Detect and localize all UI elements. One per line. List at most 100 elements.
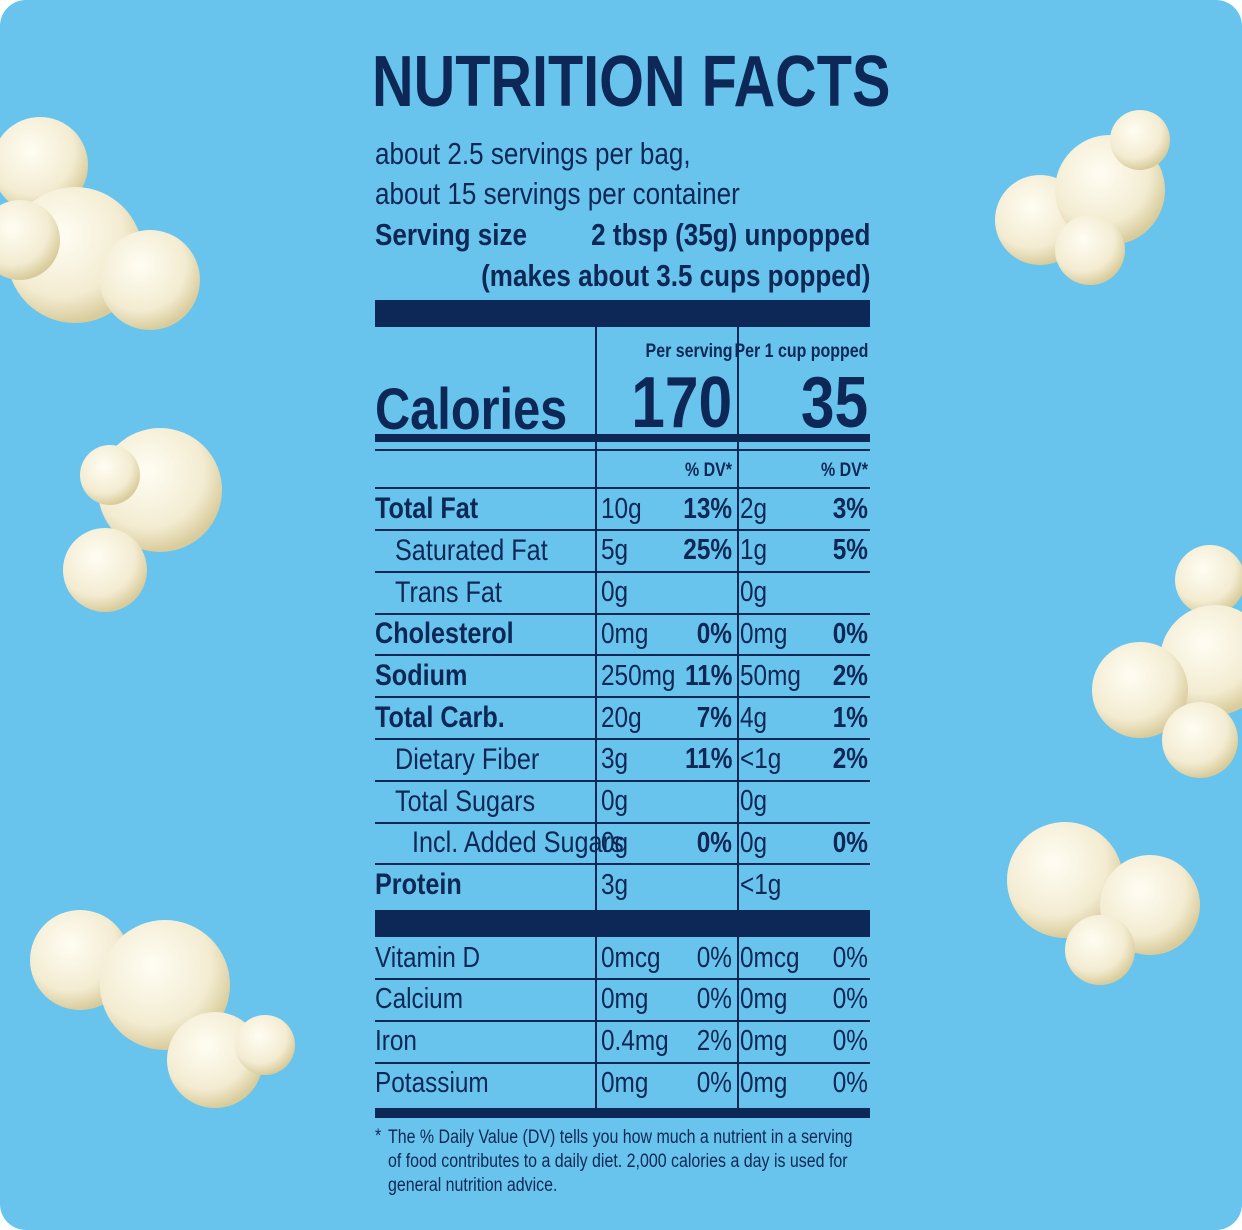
servings-line: about 2.5 servings per bag, (375, 135, 691, 171)
row-line (375, 1061, 870, 1064)
vitamin-name: Vitamin D (375, 941, 481, 974)
row-line (375, 654, 870, 657)
dv-value: 5% (832, 534, 868, 567)
dv-value: 0% (832, 1025, 868, 1058)
dv-value: 0% (696, 941, 732, 974)
footnote: The % Daily Value (DV) tells you how muc… (388, 1127, 853, 1196)
dv-value: 0% (832, 983, 868, 1016)
row-line (375, 821, 870, 824)
dv-value: 7% (696, 701, 732, 734)
amount: 0g (601, 576, 629, 609)
dv-value: 0% (832, 617, 868, 650)
dv-value: 0% (832, 1066, 868, 1099)
bottom-bar (375, 1108, 870, 1118)
thin-line (375, 487, 870, 489)
footnote-marker: * (375, 1125, 382, 1147)
dv-value: 0% (696, 617, 732, 650)
calories-value: 170 (631, 363, 732, 443)
amount: 3g (601, 743, 629, 776)
servings-line: about 15 servings per container (375, 175, 740, 211)
nutrient-name: Cholesterol (375, 617, 514, 651)
vitamin-name: Calcium (375, 983, 463, 1016)
amount: 5g (601, 534, 629, 567)
dv-value: 25% (683, 534, 732, 567)
title: NUTRITION FACTS (372, 42, 891, 122)
row-line (375, 1019, 870, 1022)
amount: <1g (740, 743, 782, 776)
thick-bar (375, 300, 870, 327)
serving-size-note: (makes about 3.5 cups popped) (480, 257, 870, 293)
calories-rule (375, 434, 870, 442)
dv-value: 0% (696, 983, 732, 1016)
column-header: Per 1 cup popped (734, 340, 868, 362)
dv-value: 0% (832, 826, 868, 859)
nutrient-name: Saturated Fat (395, 533, 548, 567)
amount: 0mg (740, 617, 788, 650)
amount: 10g (601, 492, 642, 525)
dv-value: 3% (832, 492, 868, 525)
amount: 0mcg (740, 941, 800, 974)
serving-size-label: Serving size (375, 216, 527, 252)
dv-header: % DV* (684, 459, 732, 481)
column-line (595, 937, 597, 1108)
row-line (375, 612, 870, 615)
dv-value: 2% (832, 743, 868, 776)
nutrient-name: Total Sugars (395, 784, 536, 818)
vitamin-name: Iron (375, 1025, 417, 1058)
dv-value: 0% (696, 1066, 732, 1099)
nutrient-name: Dietary Fiber (395, 742, 540, 776)
row-line (375, 779, 870, 782)
amount: 0mcg (601, 941, 661, 974)
row-line (375, 978, 870, 980)
amount: 0g (740, 826, 768, 859)
amount: 0g (740, 576, 768, 609)
amount: 0mg (601, 617, 649, 650)
amount: 20g (601, 701, 642, 734)
amount: 0g (601, 785, 629, 818)
amount: 0mg (601, 983, 649, 1016)
nutrient-name: Protein (375, 868, 462, 902)
dv-value: 0% (832, 941, 868, 974)
amount: 1g (740, 534, 768, 567)
amount: 0mg (601, 1066, 649, 1099)
dv-value: 11% (684, 743, 732, 776)
amount: 0g (740, 785, 768, 818)
thick-bar (375, 910, 870, 937)
nutrient-name: Total Fat (375, 492, 479, 525)
dv-value: 11% (684, 659, 732, 692)
dv-value: 2% (832, 659, 868, 692)
column-line (737, 327, 739, 910)
dv-value: 0% (696, 826, 732, 859)
row-line (375, 738, 870, 740)
row-line (375, 863, 870, 866)
vitamin-name: Potassium (375, 1066, 489, 1099)
serving-size-value: 2 tbsp (35g) unpopped (590, 216, 870, 252)
nutrient-name: Trans Fat (395, 575, 502, 609)
amount: 0mg (740, 1025, 788, 1058)
column-line (737, 937, 739, 1108)
calories-value: 35 (800, 363, 868, 443)
thin-line (375, 449, 870, 451)
dv-value: 1% (832, 701, 868, 734)
amount: 0.4mg (601, 1025, 669, 1058)
dv-value: 13% (683, 492, 732, 525)
amount: 3g (601, 868, 629, 901)
nutrient-name: Incl. Added Sugars (412, 826, 624, 860)
row-line (375, 696, 870, 699)
column-line (595, 327, 597, 910)
dv-value: 2% (696, 1025, 732, 1058)
amount: 250mg (601, 659, 676, 692)
row-line (375, 570, 870, 573)
row-line (375, 529, 870, 531)
amount: 0mg (740, 1066, 788, 1099)
column-header: Per serving (645, 340, 732, 362)
amount: 0mg (740, 983, 788, 1016)
calories-label: Calories (375, 377, 568, 442)
dv-header: % DV* (820, 459, 868, 481)
amount: <1g (740, 868, 782, 901)
amount: 4g (740, 701, 768, 734)
amount: 2g (740, 492, 768, 525)
nutrient-name: Total Carb. (375, 701, 505, 734)
